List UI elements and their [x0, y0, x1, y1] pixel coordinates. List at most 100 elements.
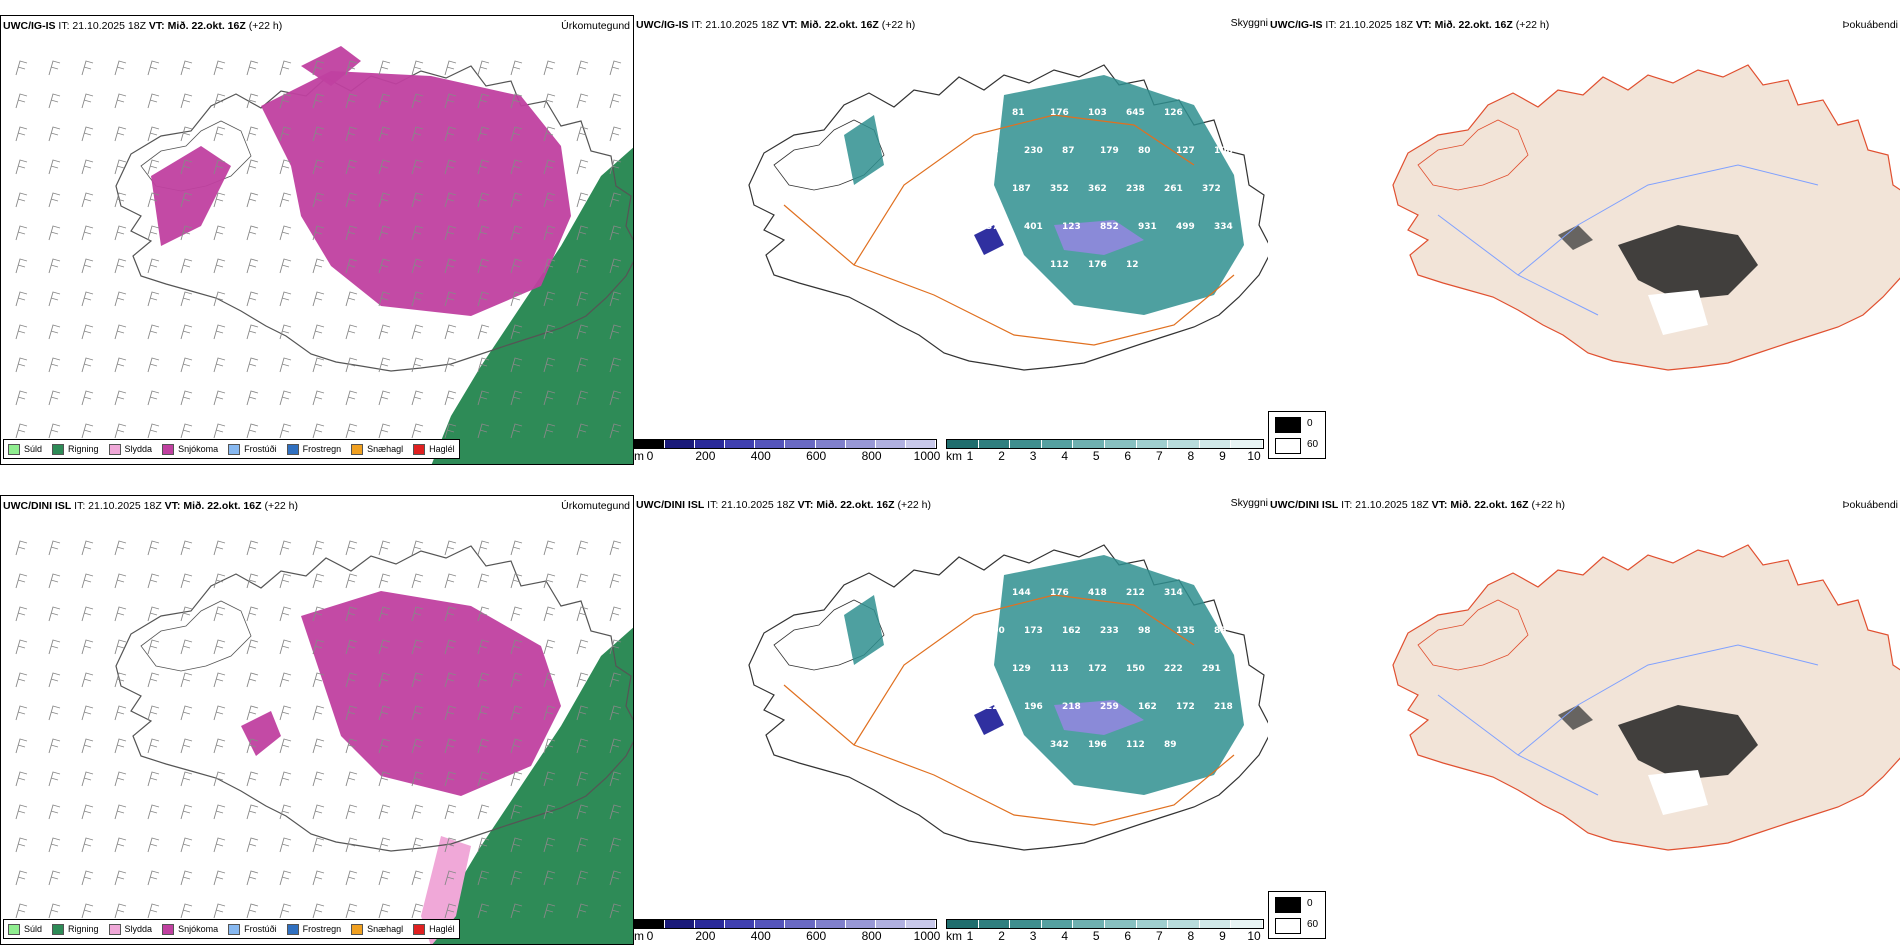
- precip-legend-item: Haglél: [413, 923, 455, 935]
- colorbar-segment: [1010, 440, 1042, 448]
- legend-swatch: [413, 923, 426, 935]
- precip-legend-item: Frostúði: [228, 923, 277, 935]
- cloud-base-value: 212: [1126, 588, 1145, 598]
- colorbar-tick: 800: [861, 449, 882, 463]
- legend-label: Snjókoma: [178, 924, 219, 934]
- legend-swatch: [162, 923, 175, 935]
- legend-swatch: [162, 443, 175, 455]
- iceland-outline: [1392, 64, 1900, 371]
- panel-title: Þokuábendi: [1842, 19, 1898, 31]
- fog-dense-area: [1558, 225, 1593, 250]
- cloud-base-value: 342: [1050, 740, 1069, 750]
- snow-area: [241, 711, 281, 756]
- cloud-base-value: 187: [1012, 184, 1031, 194]
- colorbar-segment: [875, 920, 906, 928]
- cloud-base-value: 499: [1176, 222, 1195, 232]
- fog-panel-top: UWC/IG-IS IT: 21.10.2025 18Z VT: Mið. 22…: [1268, 15, 1900, 465]
- precip-legend-item: Snæhagl: [351, 443, 403, 455]
- colorbar-tick: 3: [1029, 929, 1037, 943]
- colorbar-segment: [845, 440, 876, 448]
- legend-swatch: [108, 443, 121, 455]
- wind-barbs: [15, 60, 622, 439]
- colorbar-segment: [755, 440, 786, 448]
- colorbar-unit: m: [634, 449, 644, 463]
- legend-label: Frostregn: [302, 444, 342, 454]
- cloud-base-value: 85: [1012, 260, 1025, 270]
- cloud-base-value: 261: [1164, 184, 1183, 194]
- colorbar-tick: 9: [1219, 929, 1226, 943]
- colorbar-segment: [815, 440, 846, 448]
- precip-type-panel-bottom: UWC/DINI ISL IT: 21.10.2025 18Z VT: Mið.…: [0, 495, 634, 945]
- precip-legend: Súld Rigning Slydda Snjókoma Frostúði Frostre…: [3, 919, 460, 939]
- visibility-map: 188 81 176 103 645 126 32 68 230 87 179 80 127 108 205…: [748, 64, 1268, 371]
- low-ceiling-area: [974, 225, 1004, 255]
- cloud-base-value: 176: [1088, 260, 1107, 270]
- colorbar-tick: 1000: [913, 449, 941, 463]
- legend-swatch: [8, 443, 20, 455]
- panel-header: UWC/IG-IS IT: 21.10.2025 18Z VT: Mið. 22…: [1270, 19, 1550, 31]
- cloud-base-value: 291: [1202, 664, 1221, 674]
- colorbar-tick: 4: [1061, 449, 1068, 463]
- precip-legend-item: Frostregn: [286, 443, 342, 455]
- colorbar-segment: [1041, 920, 1074, 928]
- colorbar-segment: [905, 440, 936, 448]
- colorbar-tick: 200: [695, 449, 716, 463]
- cloud-base-value: 126: [1164, 108, 1183, 118]
- panel-title: Skyggni: [1230, 497, 1268, 509]
- legend-label: Frostúði: [244, 444, 277, 454]
- colorbar-tick: 1: [966, 929, 974, 943]
- colorbar-segment: [785, 440, 816, 448]
- fog-dense-area: [1558, 705, 1593, 730]
- cloud-base-value: 372: [1202, 184, 1221, 194]
- precip-legend-item: Frostregn: [286, 923, 341, 935]
- low-visibility-area: [994, 75, 1244, 315]
- cloud-base-value: 135: [1176, 626, 1195, 636]
- precip-legend-item: Snæhagl: [351, 923, 403, 935]
- colorbar-tick: 4: [1061, 929, 1068, 943]
- colorbar-segment: [1010, 920, 1042, 928]
- colorbar-segment: [947, 440, 979, 448]
- cloud-base-value: 98: [1138, 626, 1151, 636]
- colorbar-segment: [1231, 440, 1263, 448]
- cloud-base-value: 80: [1138, 146, 1151, 156]
- cloud-base-value: 127: [1176, 146, 1195, 156]
- cloud-base-value: 100: [986, 626, 1005, 636]
- colorbar-tick: 5: [1092, 929, 1100, 943]
- panel-title: Úrkomutegund: [561, 500, 630, 512]
- fog-map: [1392, 64, 1900, 371]
- iceland-outline: [1392, 544, 1900, 851]
- legend-swatch: [286, 923, 299, 935]
- low-visibility-area: [844, 115, 884, 185]
- fog-dense-area: [1618, 705, 1758, 780]
- colorbar-tick: 2: [998, 929, 1005, 943]
- precip-legend-item: Haglél: [413, 443, 455, 455]
- precip-legend-item: Rigning: [52, 443, 99, 455]
- colorbar-tick: 3: [1029, 449, 1037, 463]
- cloud-base-value: 172: [1176, 702, 1195, 712]
- colorbar-segment: [695, 920, 726, 928]
- colorbar-tick: 7: [1155, 449, 1163, 463]
- colorbar-segment: [845, 920, 876, 928]
- panel-title: Úrkomutegund: [561, 20, 630, 32]
- colorbar-tick: 0: [646, 449, 654, 463]
- colorbar-segment: [815, 920, 846, 928]
- colorbar-tick: 8: [1187, 929, 1195, 943]
- colorbar-segment: [947, 920, 979, 928]
- cloud-base-value: 238: [1126, 184, 1145, 194]
- colorbar-segment: [1041, 440, 1074, 448]
- legend-swatch: [351, 923, 364, 935]
- fog-map: [1392, 544, 1900, 851]
- cloud-base-value: 196: [1024, 702, 1043, 712]
- low-ceiling-area: [974, 705, 1004, 735]
- colorbar-segment: [1136, 920, 1169, 928]
- low-ceiling-area: [1054, 220, 1144, 255]
- colorbar-tick: 10: [1247, 449, 1261, 463]
- ceiling-colorbar: m 0 200 400 600 800 1000: [634, 919, 940, 945]
- fog-dense-area: [1618, 225, 1758, 300]
- road-network: [783, 594, 1235, 826]
- low-ceiling-area: [1054, 700, 1144, 735]
- colorbar-tick: 1: [966, 449, 974, 463]
- legend-label: Frostúði: [244, 924, 277, 934]
- cloud-base-value: 352: [1050, 184, 1069, 194]
- fog-free-area: [1648, 290, 1708, 335]
